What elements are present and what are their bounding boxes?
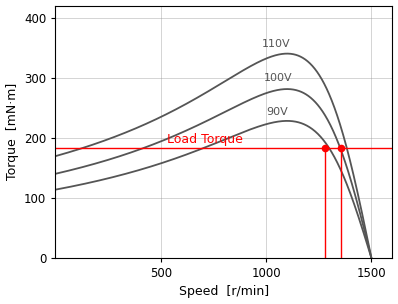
Y-axis label: Torque  [mN·m]: Torque [mN·m] — [6, 83, 19, 180]
X-axis label: Speed  [r/min]: Speed [r/min] — [179, 285, 269, 299]
Text: 110V: 110V — [262, 39, 291, 49]
Text: Load Torque: Load Torque — [167, 133, 243, 146]
Text: 90V: 90V — [266, 107, 288, 117]
Text: 100V: 100V — [264, 73, 293, 83]
